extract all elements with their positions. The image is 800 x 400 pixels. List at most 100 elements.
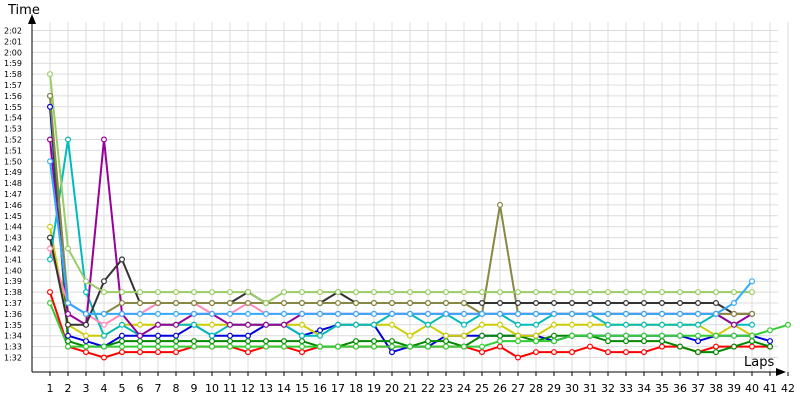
data-point xyxy=(263,300,270,307)
data-point xyxy=(550,321,557,328)
data-point xyxy=(281,343,288,350)
data-point xyxy=(640,310,647,317)
data-point xyxy=(100,310,107,317)
data-point xyxy=(479,310,486,317)
data-point xyxy=(137,310,144,317)
data-point xyxy=(550,332,557,339)
data-point xyxy=(82,278,89,285)
data-point xyxy=(497,343,504,350)
data-point xyxy=(748,321,755,328)
data-point xyxy=(407,343,414,350)
data-point xyxy=(191,338,198,345)
data-point xyxy=(730,332,737,339)
data-point xyxy=(353,310,360,317)
data-point xyxy=(46,223,53,230)
data-point xyxy=(155,332,162,339)
data-point xyxy=(604,332,611,339)
data-point xyxy=(712,343,719,350)
data-point xyxy=(568,321,575,328)
data-point xyxy=(209,300,216,307)
data-point xyxy=(353,289,360,296)
data-point xyxy=(100,321,107,328)
data-point xyxy=(281,300,288,307)
data-point xyxy=(46,234,53,241)
data-point xyxy=(155,343,162,350)
data-point xyxy=(443,343,450,350)
data-point xyxy=(568,300,575,307)
data-point xyxy=(550,338,557,345)
y-tick-label: 1:46 xyxy=(4,201,22,210)
data-point xyxy=(64,338,71,345)
data-point xyxy=(658,289,665,296)
data-point xyxy=(335,343,342,350)
y-tick-label: 1:49 xyxy=(4,168,22,177)
data-point xyxy=(604,300,611,307)
y-axis-title: Time xyxy=(7,3,40,18)
data-point xyxy=(371,321,378,328)
data-point xyxy=(227,338,234,345)
data-point xyxy=(461,310,468,317)
data-point xyxy=(173,349,180,356)
data-point xyxy=(155,349,162,356)
y-tick-labels: 1:32 1:33 1:34 1:35 1:36 1:37 1:38 1:39 1:40 1:41… xyxy=(4,27,22,363)
data-point xyxy=(46,158,53,165)
data-point xyxy=(281,338,288,345)
data-point xyxy=(118,338,125,345)
data-point xyxy=(209,289,216,296)
x-tick-label: 18 xyxy=(349,382,363,395)
x-tick-label: 27 xyxy=(511,382,525,395)
x-tick-label: 29 xyxy=(547,382,561,395)
data-point xyxy=(694,349,701,356)
x-tick-label: 26 xyxy=(493,382,507,395)
x-tick-label: 36 xyxy=(673,382,687,395)
data-point xyxy=(335,300,342,307)
data-point xyxy=(173,321,180,328)
data-point xyxy=(245,300,252,307)
data-point xyxy=(335,289,342,296)
data-point xyxy=(245,310,252,317)
x-tick-label: 24 xyxy=(457,382,471,395)
data-point xyxy=(748,343,755,350)
data-point xyxy=(586,343,593,350)
data-point xyxy=(461,289,468,296)
data-point xyxy=(281,289,288,296)
x-tick-label: 25 xyxy=(475,382,489,395)
data-point xyxy=(514,289,521,296)
data-point xyxy=(389,289,396,296)
series-line-12 xyxy=(49,161,753,315)
data-point xyxy=(389,338,396,345)
data-point xyxy=(532,332,539,339)
y-tick-label: 2:00 xyxy=(4,48,22,57)
data-point xyxy=(118,332,125,339)
data-point xyxy=(118,349,125,356)
data-point xyxy=(568,289,575,296)
data-point xyxy=(586,289,593,296)
data-point xyxy=(64,343,71,350)
data-point xyxy=(46,289,53,296)
y-tick-label: 1:51 xyxy=(4,146,22,155)
data-point xyxy=(694,332,701,339)
data-point xyxy=(227,343,234,350)
x-tick-label: 33 xyxy=(619,382,633,395)
data-point xyxy=(64,300,71,307)
data-point xyxy=(479,349,486,356)
y-tick-label: 1:45 xyxy=(4,212,22,221)
x-tick-label: 23 xyxy=(439,382,453,395)
data-point xyxy=(64,321,71,328)
data-point xyxy=(730,321,737,328)
data-point xyxy=(371,300,378,307)
y-tick-label: 1:39 xyxy=(4,277,22,286)
data-point xyxy=(532,289,539,296)
data-point xyxy=(676,310,683,317)
data-point xyxy=(640,289,647,296)
data-point xyxy=(461,300,468,307)
data-point xyxy=(389,343,396,350)
data-point xyxy=(514,332,521,339)
data-point xyxy=(137,289,144,296)
data-point xyxy=(245,338,252,345)
y-tick-label: 1:59 xyxy=(4,59,22,68)
data-point xyxy=(712,289,719,296)
data-point xyxy=(586,310,593,317)
data-point xyxy=(730,300,737,307)
data-point xyxy=(712,332,719,339)
